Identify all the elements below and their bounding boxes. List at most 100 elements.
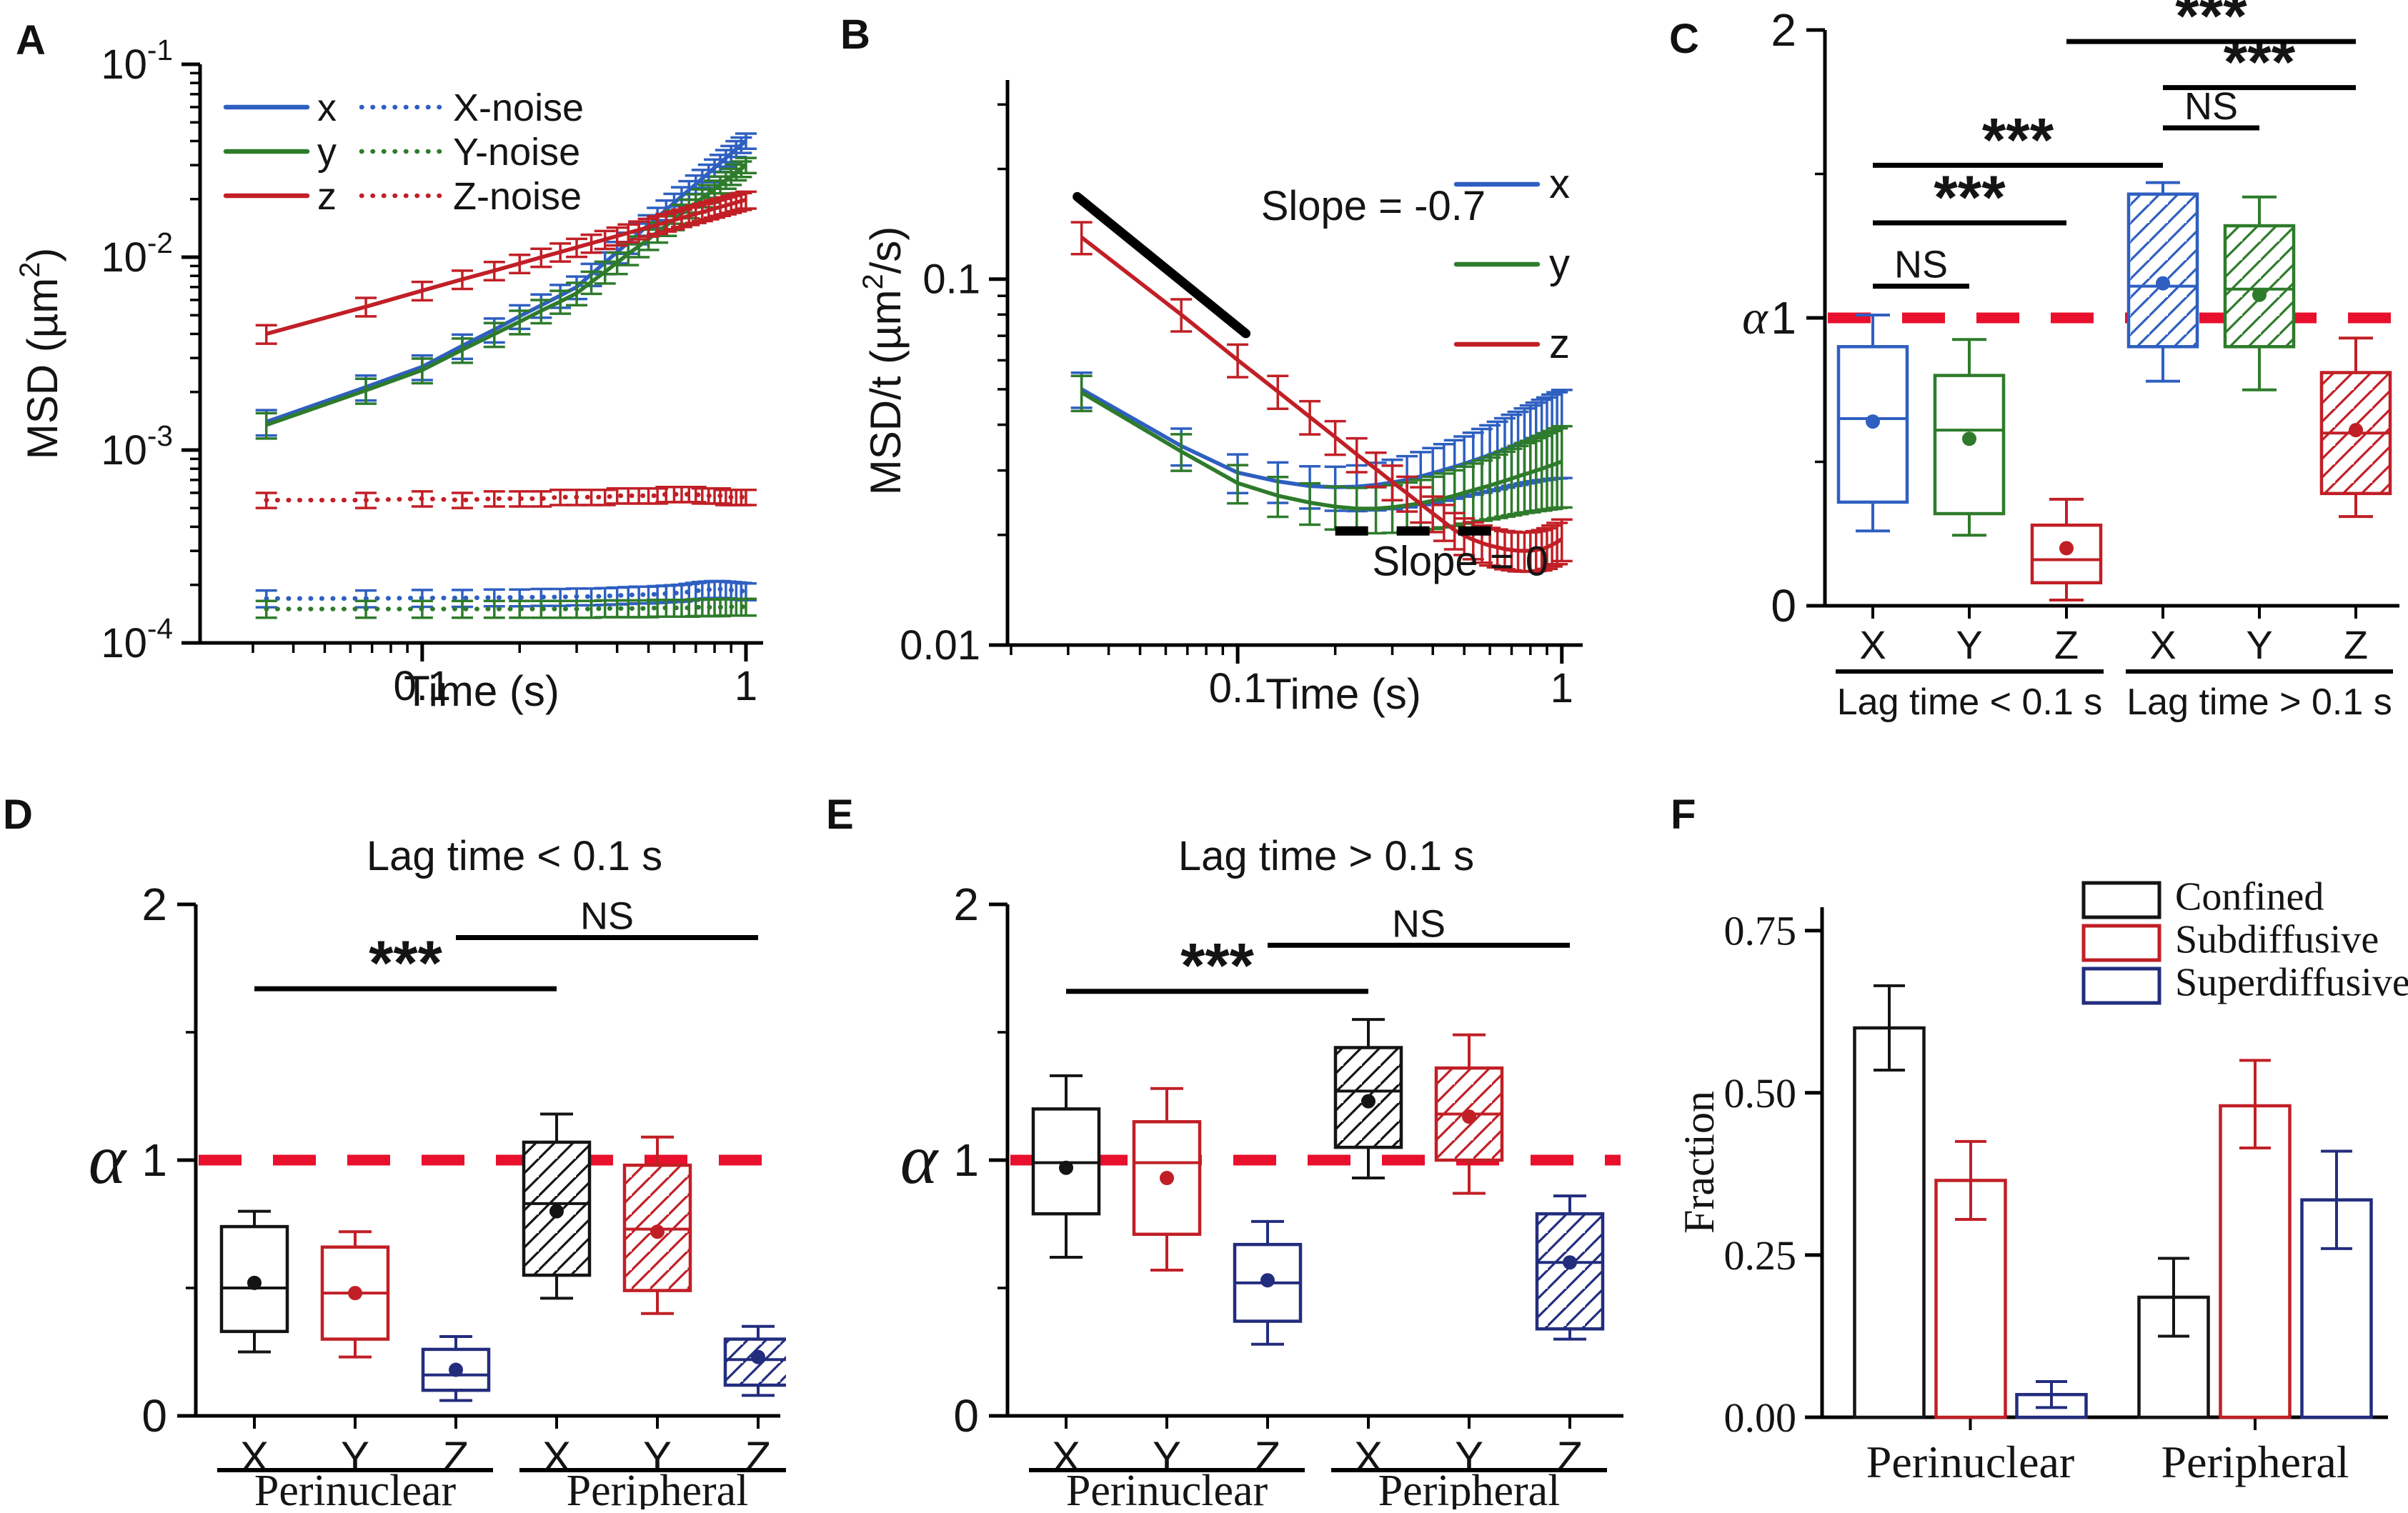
group-label: Lag time < 0.1 s — [1837, 681, 2102, 723]
y-tick-label: 10-3 — [101, 419, 173, 474]
mean-dot — [1866, 414, 1880, 429]
panel-b-svg: 0.1 1 0.1 0.01 Time (s) MSD/t (µm2/s) Slope = … — [857, 80, 1583, 718]
e-box-z — [1233, 1219, 1303, 1346]
y-tick-label: 0.25 — [1724, 1232, 1797, 1279]
legend-label: x — [1549, 161, 1570, 207]
group-label: Perinuclear — [1066, 1467, 1268, 1509]
x-tick-label: Y — [341, 1433, 369, 1481]
y-tick-label: 2 — [953, 879, 979, 930]
group-label: Peripheral — [1378, 1467, 1561, 1509]
box-rect — [2126, 192, 2199, 349]
d-box-y — [320, 1230, 390, 1359]
e-box-z-hatched — [1535, 1194, 1605, 1341]
box-rect — [2223, 224, 2296, 349]
mean-dot — [449, 1362, 463, 1377]
significance-label-ns: NS — [580, 895, 634, 938]
y-tick-label: 0.50 — [1724, 1070, 1797, 1117]
y-axis-title: MSD/t (µm2/s) — [857, 226, 910, 496]
box-rect — [1535, 1212, 1605, 1331]
significance-label-stars: *** — [2175, 0, 2247, 51]
y-tick-label: 2 — [1771, 4, 1796, 56]
series-path — [264, 586, 749, 601]
bar-superdiffusive-peripheral — [2300, 1149, 2373, 1419]
a-series-z — [255, 190, 757, 345]
c-box-y — [1933, 338, 2006, 537]
x-tick-label: Y — [1153, 1433, 1181, 1481]
bar-superdiffusive-perinuclear — [2015, 1380, 2088, 1419]
d-box-y-hatched — [622, 1135, 692, 1315]
d-box-z-hatched — [723, 1324, 793, 1397]
significance-label-ns: NS — [1894, 244, 1948, 286]
c-box-y-hatched — [2223, 195, 2296, 391]
c-box-x-hatched — [2126, 181, 2199, 383]
y-tick-label: 10-1 — [101, 34, 173, 88]
x-tick-label: X — [542, 1433, 571, 1481]
d-box-x — [219, 1209, 289, 1354]
x-tick-label: Z — [443, 1433, 469, 1481]
bar-rect — [2219, 1104, 2292, 1419]
legend-label: Y-noise — [453, 131, 580, 174]
mean-dot — [1563, 1255, 1577, 1270]
series-path — [1080, 391, 1563, 511]
x-tick-label: 0.1 — [394, 663, 452, 709]
mean-dot — [549, 1204, 564, 1219]
panel-msd-curves: 0.1 1 10-1 10-2 10-3 10-4 Time (s) MSD (µm2) x X-… — [0, 0, 793, 750]
y-tick-label: 10-4 — [101, 612, 173, 666]
legend-label: Subdiffusive — [2175, 917, 2379, 962]
y-tick-label: 1 — [953, 1134, 979, 1186]
e-box-y-hatched — [1434, 1033, 1504, 1195]
y-tick-label: 0 — [953, 1390, 979, 1442]
legend-swatch-confined — [2081, 881, 2161, 919]
y-tick-label: 10-2 — [101, 226, 173, 281]
legend-label: x — [317, 86, 337, 129]
legend-label: y — [1549, 241, 1570, 287]
x-tick-label: X — [240, 1433, 269, 1481]
a-series-y-noise — [255, 597, 757, 619]
panel-alpha-short-lag-boxplot: Lag time < 0.1 s 0 1 2 α X Y Z X Y Z Perinuclear Per… — [0, 750, 795, 1513]
significance-label-ns: NS — [1392, 902, 1446, 945]
group-label: Lag time > 0.1 s — [2126, 681, 2392, 723]
slope-annotation-label: Slope = 0 — [1372, 538, 1548, 584]
x-tick-label: X — [2149, 622, 2176, 667]
significance-label-stars: *** — [369, 927, 442, 998]
panel-f-svg: 0.00 0.25 0.50 0.75 Fraction Perinuclear Perip… — [1676, 874, 2408, 1487]
series-path — [264, 491, 749, 503]
bar-rect — [1853, 1026, 1926, 1419]
panel-title: Lag time > 0.1 s — [1178, 833, 1474, 879]
x-tick-label: X — [1052, 1433, 1080, 1481]
box-rect — [1333, 1046, 1403, 1149]
bar-confined-perinuclear — [1853, 984, 1926, 1419]
panel-label-d: D — [3, 792, 33, 838]
category-label: Perinuclear — [1866, 1437, 2074, 1487]
bar-subdiffusive-perinuclear — [1934, 1139, 2007, 1419]
y-tick-label: 0.01 — [900, 622, 980, 669]
bar-confined-peripheral — [2137, 1257, 2210, 1419]
panel-label-b: B — [840, 11, 870, 58]
panel-label-c: C — [1669, 16, 1699, 62]
y-axis-title: MSD (µm2) — [14, 248, 66, 460]
y-tick-label: 0.00 — [1724, 1394, 1797, 1441]
legend-swatch-subdiffusive — [2081, 924, 2161, 962]
mean-dot — [650, 1224, 665, 1239]
category-label: Peripheral — [2161, 1437, 2349, 1487]
b-series-y — [1070, 374, 1573, 535]
y-axis-title: Fraction — [1676, 1091, 1723, 1234]
y-tick-label: 0 — [141, 1390, 167, 1442]
x-tick-label: 1 — [1551, 665, 1573, 711]
panel-title: Lag time < 0.1 s — [367, 833, 662, 879]
significance-label-stars: *** — [1982, 106, 2054, 174]
legend-label: Confined — [2175, 874, 2324, 919]
mean-dot — [1260, 1273, 1275, 1288]
x-tick-label: Y — [643, 1433, 672, 1481]
panel-msd-over-t-curves: 0.1 1 0.1 0.01 Time (s) MSD/t (µm2/s) Slope = … — [793, 0, 1629, 750]
legend-label: Z-noise — [453, 175, 582, 218]
panel-label-e: E — [826, 792, 854, 838]
x-axis-title: Time (s) — [404, 667, 559, 715]
series-path — [1080, 236, 1563, 553]
mean-dot — [1962, 431, 1976, 446]
mean-dot — [1361, 1094, 1375, 1109]
legend-label: z — [1549, 321, 1570, 367]
panel-alpha-xyz-boxplot: 0 1 2 α X Y Z X Y Z Lag time < 0.1 s Lag time > 0.1… — [1629, 0, 2408, 750]
y-tick-label: 0.75 — [1724, 908, 1797, 954]
